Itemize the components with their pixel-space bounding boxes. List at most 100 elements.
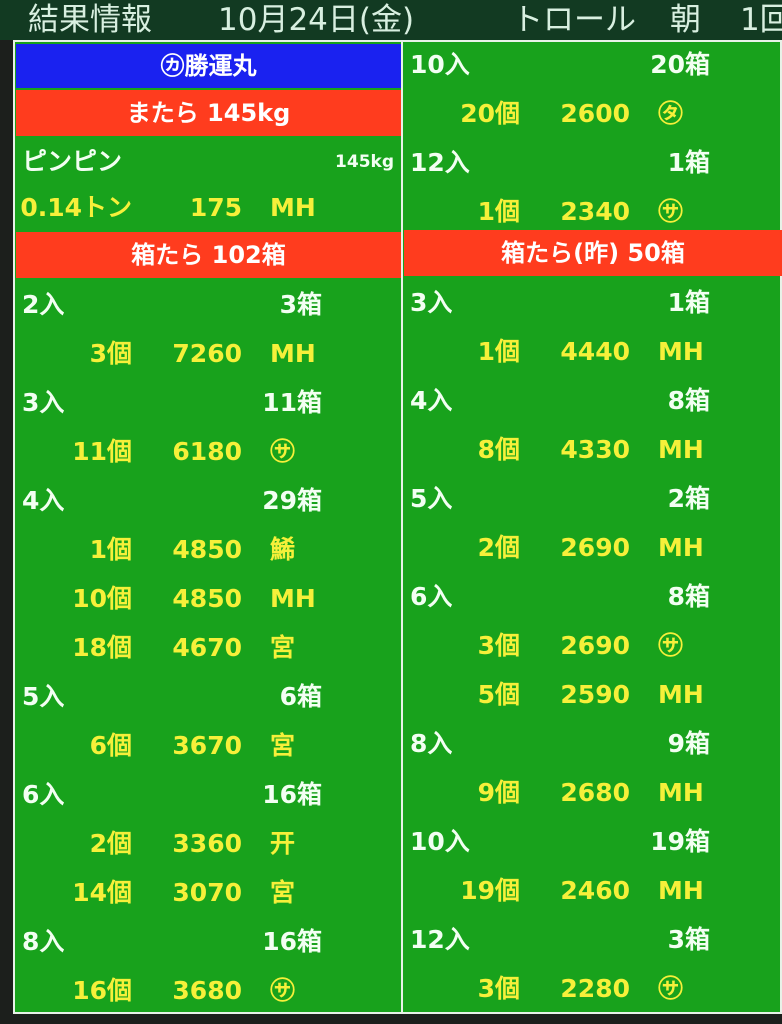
lot-count: 20個: [460, 99, 520, 128]
section-title: 箱たら 102箱: [16, 232, 401, 278]
box-count: 20箱: [650, 50, 710, 79]
lot-buyer: 宮: [270, 878, 296, 907]
irisu: 6入: [410, 582, 453, 611]
column-divider: [401, 40, 403, 1014]
irisu: 4入: [410, 386, 453, 415]
irisu: 10入: [410, 827, 470, 856]
lot-buyer: ㋟: [658, 99, 684, 128]
header-method: トロール: [512, 2, 636, 38]
lot-count: 3個: [477, 631, 520, 660]
irisu: 12入: [410, 925, 470, 954]
header-session: 朝: [670, 2, 701, 38]
irisu: 8入: [410, 729, 453, 758]
lot-price: 4440: [560, 337, 630, 366]
header-date: 10月24日(金): [218, 2, 415, 38]
header-title: 結果情報: [28, 2, 152, 38]
irisu: 4入: [22, 486, 65, 515]
box-count: 9箱: [667, 729, 710, 758]
lot-count: 2個: [89, 829, 132, 858]
lot-count: 3個: [89, 339, 132, 368]
lot-price: 175: [189, 193, 242, 222]
box-count: 2箱: [667, 484, 710, 513]
lot-buyer: 宮: [270, 731, 296, 760]
lot-price: 7260: [172, 339, 242, 368]
lot-price: 2460: [560, 876, 630, 905]
irisu: 5入: [410, 484, 453, 513]
lot-buyer: MH: [658, 533, 704, 562]
irisu: 6入: [22, 780, 65, 809]
lot-buyer: 开: [270, 829, 296, 858]
lot-count: 19個: [460, 876, 520, 905]
section-title: 箱たら(昨) 50箱: [404, 230, 782, 276]
lot-price: 4850: [172, 584, 242, 613]
lot-buyer: MH: [658, 680, 704, 709]
lot-count: 6個: [89, 731, 132, 760]
lot-count: 8個: [477, 435, 520, 464]
lot-count: 0.14トン: [20, 193, 132, 222]
item-name: ピンピン: [22, 147, 123, 176]
lot-buyer: ㋚: [270, 437, 296, 466]
irisu: 3入: [410, 288, 453, 317]
lot-buyer: MH: [658, 778, 704, 807]
lot-price: 4670: [172, 633, 242, 662]
lot-price: 6180: [172, 437, 242, 466]
lot-buyer: ㋚: [658, 197, 684, 226]
lot-price: 2590: [560, 680, 630, 709]
header-round: 1回: [740, 2, 782, 38]
box-count: 6箱: [279, 682, 322, 711]
box-count: 16箱: [262, 780, 322, 809]
lot-price: 3680: [172, 976, 242, 1005]
box-count: 19箱: [650, 827, 710, 856]
irisu: 8入: [22, 927, 65, 956]
lot-count: 3個: [477, 974, 520, 1003]
lot-buyer: MH: [270, 339, 316, 368]
lot-buyer: MH: [270, 584, 316, 613]
lot-count: 11個: [72, 437, 132, 466]
lot-price: 2680: [560, 778, 630, 807]
box-count: 1箱: [667, 148, 710, 177]
lot-price: 3070: [172, 878, 242, 907]
lot-count: 2個: [477, 533, 520, 562]
box-count: 11箱: [262, 388, 322, 417]
section-title: またら 145kg: [16, 90, 401, 136]
lot-price: 4850: [172, 535, 242, 564]
lot-price: 2690: [560, 631, 630, 660]
lot-buyer: MH: [658, 435, 704, 464]
lot-buyer: MH: [270, 193, 316, 222]
irisu: 3入: [22, 388, 65, 417]
lot-buyer: 宮: [270, 633, 296, 662]
lot-count: 1個: [477, 197, 520, 226]
irisu: 12入: [410, 148, 470, 177]
box-count: 3箱: [279, 290, 322, 319]
box-count: 8箱: [667, 386, 710, 415]
box-count: 29箱: [262, 486, 322, 515]
item-weight: 145kg: [335, 152, 394, 172]
lot-price: 3670: [172, 731, 242, 760]
lot-price: 2340: [560, 197, 630, 226]
lot-buyer: 鯑: [270, 535, 296, 564]
box-count: 3箱: [667, 925, 710, 954]
box-count: 1箱: [667, 288, 710, 317]
irisu: 10入: [410, 50, 470, 79]
lot-count: 9個: [477, 778, 520, 807]
lot-count: 1個: [89, 535, 132, 564]
lot-buyer: MH: [658, 876, 704, 905]
box-count: 16箱: [262, 927, 322, 956]
lot-price: 3360: [172, 829, 242, 858]
lot-count: 16個: [72, 976, 132, 1005]
lot-price: 2690: [560, 533, 630, 562]
panel: [13, 40, 782, 1014]
lot-count: 5個: [477, 680, 520, 709]
lot-buyer: MH: [658, 337, 704, 366]
lot-count: 14個: [72, 878, 132, 907]
header: 結果情報 10月24日(金) トロール 朝 1回: [0, 0, 782, 40]
lot-count: 1個: [477, 337, 520, 366]
irisu: 5入: [22, 682, 65, 711]
lot-price: 4330: [560, 435, 630, 464]
lot-count: 10個: [72, 584, 132, 613]
lot-count: 18個: [72, 633, 132, 662]
irisu: 2入: [22, 290, 65, 319]
lot-buyer: ㋚: [658, 631, 684, 660]
